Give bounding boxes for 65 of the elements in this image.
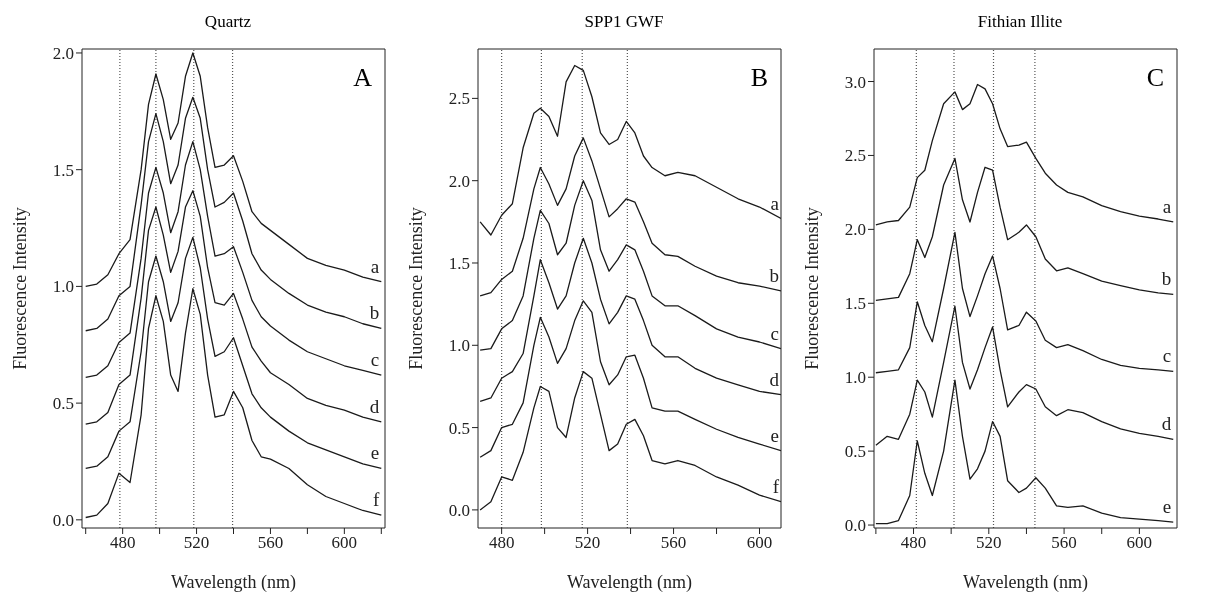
x-tick-label: 560	[660, 533, 687, 553]
annotation: B	[750, 63, 768, 93]
line-series	[85, 236, 382, 470]
x-tick-label: 560	[257, 533, 284, 553]
y-tick-label: 0.0	[844, 516, 866, 536]
y-tick-label: 1.0	[52, 277, 74, 297]
series-label: d	[369, 395, 380, 417]
x-tick-label: 560	[1051, 533, 1077, 553]
x-tick-label: 480	[109, 533, 136, 553]
y-tick-label: 1.5	[52, 160, 74, 180]
line-series	[85, 288, 382, 519]
series-label: c	[370, 349, 380, 371]
y-tick-label: 2.5	[844, 146, 866, 166]
x-tick-label: 600	[331, 533, 358, 553]
series-label: a	[770, 192, 780, 214]
y-tick-label: 3.0	[844, 72, 866, 92]
x-tick-label: 520	[976, 533, 1002, 553]
series-label: e	[370, 442, 380, 464]
y-tick-label: 1.5	[844, 294, 866, 314]
x-axis-title: Wavelength (nm)	[962, 572, 1089, 593]
x-tick-label: 480	[900, 533, 927, 553]
series-label: d	[769, 368, 780, 390]
y-tick-label: 0.0	[52, 510, 74, 530]
series-label: b	[769, 264, 779, 286]
y-tick-label: 0.0	[448, 500, 470, 520]
line-series	[85, 190, 382, 425]
series-label: d	[1161, 413, 1172, 435]
x-tick-label: 520	[574, 533, 601, 553]
y-tick-label: 0.5	[52, 394, 74, 414]
series-label: c	[1162, 345, 1172, 367]
x-axis-title: Wavelength (nm)	[566, 572, 693, 593]
x-tick-label: 520	[183, 533, 210, 553]
line-series	[85, 96, 382, 332]
chart-title: SPP1 GWF	[583, 12, 665, 32]
series-label: a	[370, 255, 380, 277]
y-axis-title: Fluorescence Intensity	[10, 207, 31, 370]
y-tick-label: 0.5	[844, 442, 866, 462]
y-tick-label: 0.5	[448, 418, 470, 438]
series-label: f	[372, 489, 380, 511]
line-series	[85, 141, 382, 379]
y-axis-title: Fluorescence Intensity	[406, 207, 427, 370]
x-tick-label: 600	[746, 533, 773, 553]
y-tick-label: 2.0	[844, 220, 866, 240]
line-series	[85, 52, 382, 288]
series-label: c	[770, 322, 779, 344]
y-axis-title: Fluorescence Intensity	[802, 207, 823, 370]
y-tick-label: 1.0	[844, 368, 866, 388]
annotation: A	[353, 63, 372, 93]
chart-title: Fithian Illite	[976, 12, 1064, 32]
y-tick-label: 1.5	[448, 254, 470, 274]
y-tick-label: 2.5	[448, 89, 470, 109]
series-label: e	[770, 424, 779, 446]
series-label: a	[1162, 195, 1172, 217]
y-tick-label: 1.0	[448, 336, 470, 356]
series-label: b	[369, 302, 380, 324]
x-tick-label: 480	[488, 533, 515, 553]
y-tick-label: 2.0	[448, 171, 470, 191]
series-label: b	[1161, 268, 1172, 290]
series-label: f	[772, 475, 780, 497]
chart-title: Quartz	[203, 12, 253, 32]
y-tick-label: 2.0	[52, 44, 74, 63]
annotation: C	[1146, 63, 1164, 93]
x-axis-title: Wavelength (nm)	[170, 572, 297, 593]
x-tick-label: 600	[1126, 533, 1153, 553]
series-label: e	[1162, 496, 1172, 518]
